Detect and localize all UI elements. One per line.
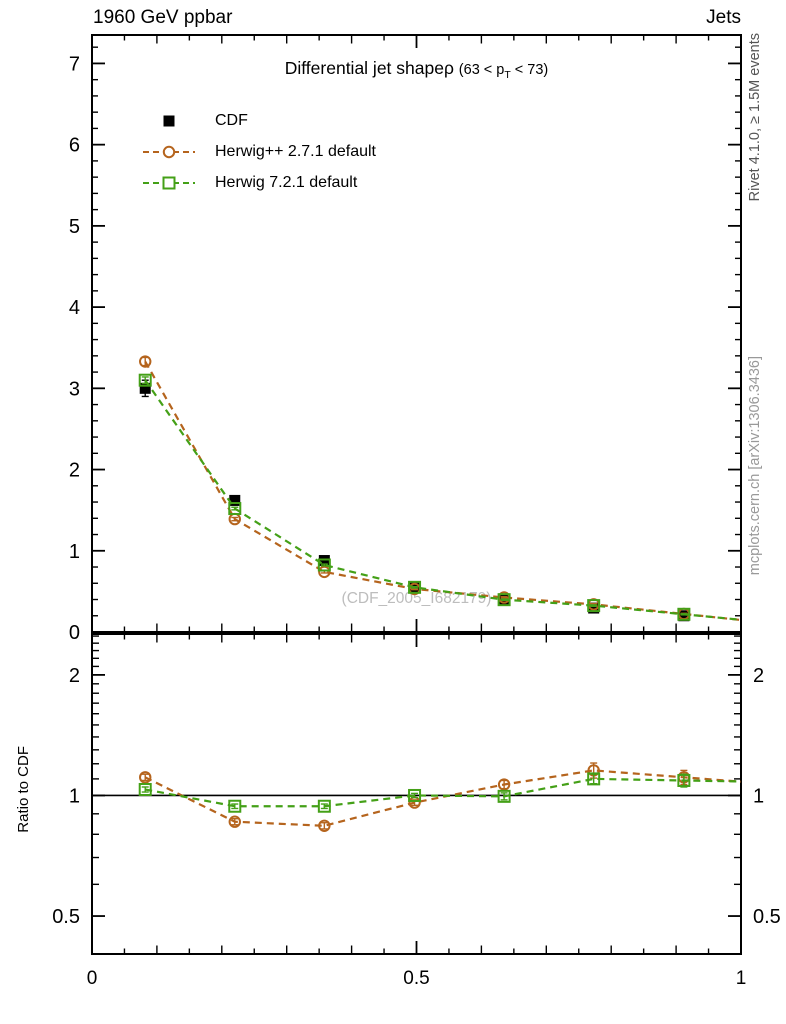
marker-filled-square [588, 602, 600, 614]
marker-open-square [587, 599, 601, 613]
plot-title-cut: (63 < pT < 73) [458, 62, 549, 81]
series-herwig-2-7-1-default [139, 355, 742, 622]
marker-open-circle [139, 771, 152, 784]
process-label: Jets [706, 7, 741, 28]
marker-open-circle [228, 815, 241, 828]
legend-item-herwig-7-2-1-default: Herwig 7.2.1 default [143, 167, 376, 198]
marker-open-square [587, 772, 601, 786]
axis-tick-label: 3 [69, 378, 80, 400]
plot-title-main: Differential jet shapeρ [284, 58, 454, 78]
legend-label: Herwig++ 2.7.1 default [215, 142, 376, 160]
axis-tick-label: 0.5 [52, 906, 80, 928]
marker-open-circle [497, 778, 511, 791]
legend: CDF Herwig++ 2.7.1 default Herwig 7.2.1 de… [143, 105, 376, 198]
axis-tick-label: 1 [736, 968, 747, 989]
marker-filled-square [139, 382, 151, 394]
legend-item-cdf: CDF [143, 105, 376, 136]
legend-marker-open-circle-icon [143, 145, 195, 158]
ratio-axis-label: Ratio to CDF [15, 746, 32, 833]
legend-marker-filled-square-icon [163, 115, 175, 126]
beam-energy-label: 1960 GeV ppbar [93, 7, 233, 28]
marker-filled-square [678, 610, 690, 622]
marker-open-square [408, 788, 422, 802]
marker-open-square [408, 580, 422, 594]
axes: 0 0.5 1 0 1 2 3 4 5 6 7 0.5 0.5 1 1 2 2 [52, 34, 781, 989]
axis-tick-label: 6 [69, 135, 80, 157]
marker-open-circle [139, 355, 152, 368]
marker-open-square [138, 373, 152, 387]
marker-filled-square [229, 494, 241, 506]
legend-label: CDF [215, 111, 248, 129]
series-line [144, 360, 742, 622]
marker-open-square [497, 789, 511, 803]
legend-marker-open-square-icon [143, 176, 195, 189]
marker-open-square [677, 607, 691, 621]
series-cdf [139, 379, 690, 622]
marker-open-circle [318, 565, 331, 579]
plot-title: Differential jet shapeρ (63 < pT < 73) [92, 58, 741, 81]
axis-tick-label: 4 [69, 297, 80, 319]
series-line [145, 777, 742, 808]
axis-tick-label: 1 [753, 785, 764, 807]
mcplots-citation-label: mcplots.cern.ch [arXiv:1306.3436] [747, 356, 763, 576]
axis-tick-label: 2 [69, 665, 80, 687]
axis-tick-label: 7 [69, 53, 80, 75]
series-line [144, 769, 742, 827]
marker-open-square [138, 782, 152, 796]
axis-tick-label: 0 [87, 968, 98, 989]
marker-open-square [228, 799, 242, 813]
axis-tick-label: 1 [69, 541, 80, 563]
axis-tick-label: 1 [69, 785, 80, 807]
marker-open-square [497, 593, 511, 607]
ratio-series-herwig-7-2-1-default [138, 772, 742, 813]
marker-open-square [317, 558, 331, 572]
axis-tick-label: 5 [69, 216, 80, 238]
ratio-series-herwig-2-7-1-default [139, 762, 742, 833]
axis-tick-label: 0 [69, 622, 80, 644]
axis-tick-label: 0.5 [403, 968, 429, 989]
axis-tick-label: 2 [69, 460, 80, 482]
axis-tick-label: 0.5 [753, 906, 781, 928]
marker-open-circle [318, 819, 331, 833]
series-herwig-7-2-1-default [138, 373, 742, 621]
marker-open-square [677, 773, 691, 787]
series-line [144, 379, 742, 621]
legend-label: Herwig 7.2.1 default [215, 173, 358, 191]
marker-open-square [317, 799, 331, 813]
marker-filled-square [318, 555, 330, 567]
legend-item-herwig-2-7-1-default: Herwig++ 2.7.1 default [143, 136, 376, 167]
analysis-watermark: (CDF_2005_I682179) [341, 590, 492, 607]
axis-tick-label: 2 [753, 665, 764, 687]
rivet-version-label: Rivet 4.1.0, ≥ 1.5M events [747, 33, 763, 202]
marker-open-square [228, 502, 242, 516]
